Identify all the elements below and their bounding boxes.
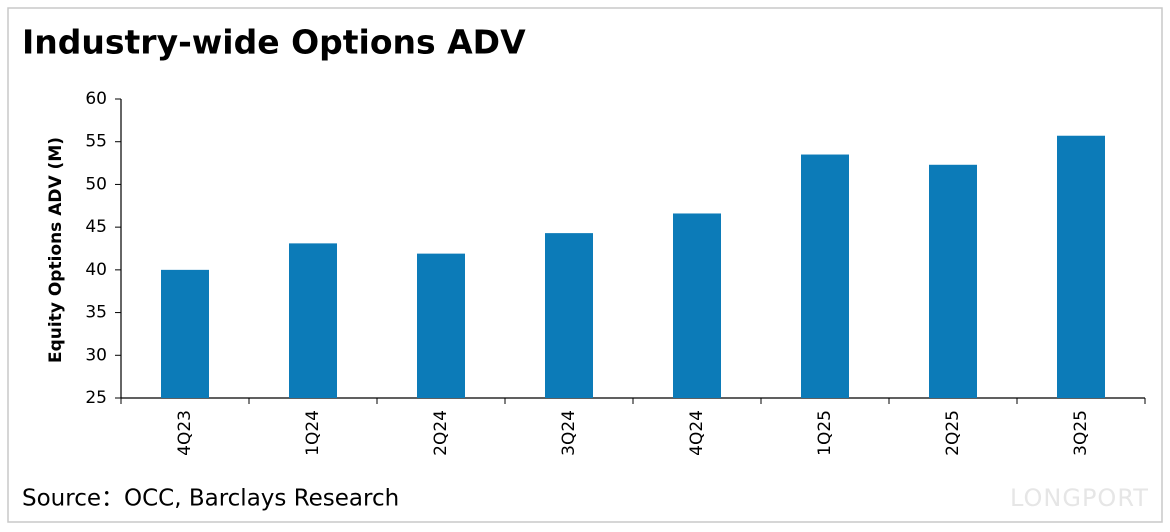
bar	[801, 154, 849, 398]
y-tick-label: 55	[85, 132, 107, 152]
x-tick-label: 2Q25	[943, 410, 963, 456]
y-tick-label: 50	[85, 174, 107, 194]
x-tick-label: 2Q24	[431, 410, 451, 456]
x-tick-label: 1Q25	[815, 410, 835, 456]
y-tick-label: 60	[85, 89, 107, 109]
x-tick-label: 4Q23	[175, 410, 195, 456]
bar	[673, 213, 721, 398]
bar	[161, 269, 209, 398]
x-tick-label: 3Q25	[1071, 410, 1091, 456]
bar	[1057, 135, 1105, 398]
bar	[545, 233, 593, 398]
x-tick-label: 4Q24	[687, 410, 707, 456]
x-tick-label: 3Q24	[559, 410, 579, 456]
y-tick-label: 45	[85, 217, 107, 237]
y-tick-label: 30	[85, 345, 107, 365]
watermark: LONGPORT	[1010, 484, 1149, 512]
bar	[929, 164, 977, 398]
bar	[417, 253, 465, 398]
y-tick-label: 40	[85, 260, 107, 280]
chart-title: Industry-wide Options ADV	[22, 23, 526, 62]
bar	[289, 243, 337, 398]
y-tick-label: 25	[85, 388, 107, 408]
source-note: Source：OCC, Barclays Research	[22, 486, 399, 512]
x-tick-label: 1Q24	[303, 410, 323, 456]
y-axis-label: Equity Options ADV (M)	[46, 137, 66, 363]
y-tick-label: 35	[85, 303, 107, 323]
